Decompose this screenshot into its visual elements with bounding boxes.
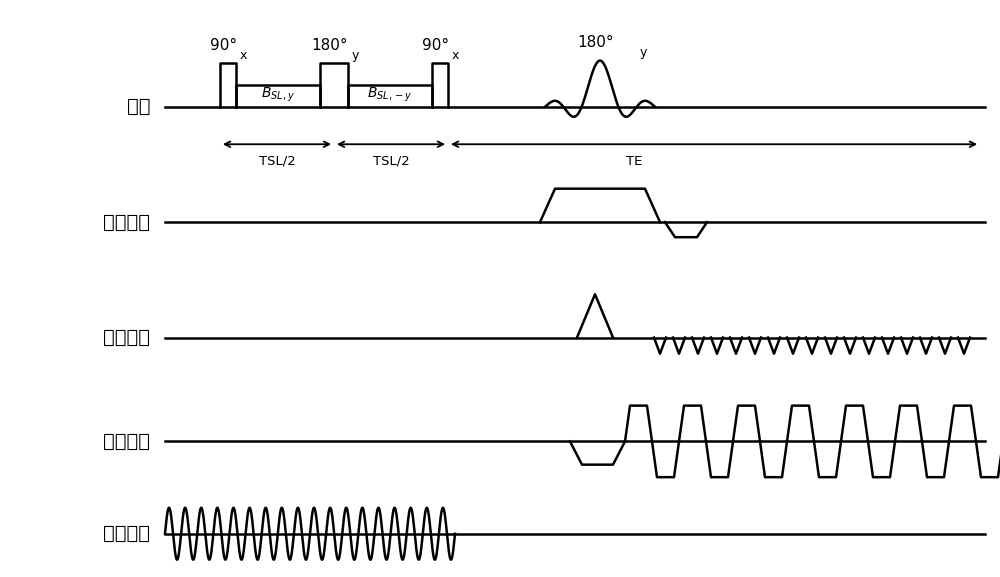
- Text: TSL/2: TSL/2: [259, 155, 295, 168]
- Text: 震荡磁场: 震荡磁场: [103, 524, 150, 543]
- Text: 读出梯度: 读出梯度: [103, 432, 150, 451]
- Text: 射频: 射频: [126, 98, 150, 116]
- Text: 90°: 90°: [422, 38, 450, 53]
- Text: $B_{SL,y}$: $B_{SL,y}$: [261, 85, 295, 104]
- Text: x: x: [452, 48, 459, 62]
- Text: 选层梯度: 选层梯度: [103, 213, 150, 231]
- Text: TE: TE: [626, 155, 642, 168]
- Text: y: y: [352, 48, 359, 62]
- Text: 90°: 90°: [210, 38, 238, 53]
- Text: 相位梯度: 相位梯度: [103, 328, 150, 347]
- Text: 180°: 180°: [312, 38, 348, 53]
- Text: TSL/2: TSL/2: [373, 155, 409, 168]
- Text: y: y: [640, 46, 647, 59]
- Text: x: x: [240, 48, 247, 62]
- Text: 180°: 180°: [578, 35, 614, 50]
- Text: $B_{SL,-y}$: $B_{SL,-y}$: [367, 85, 413, 104]
